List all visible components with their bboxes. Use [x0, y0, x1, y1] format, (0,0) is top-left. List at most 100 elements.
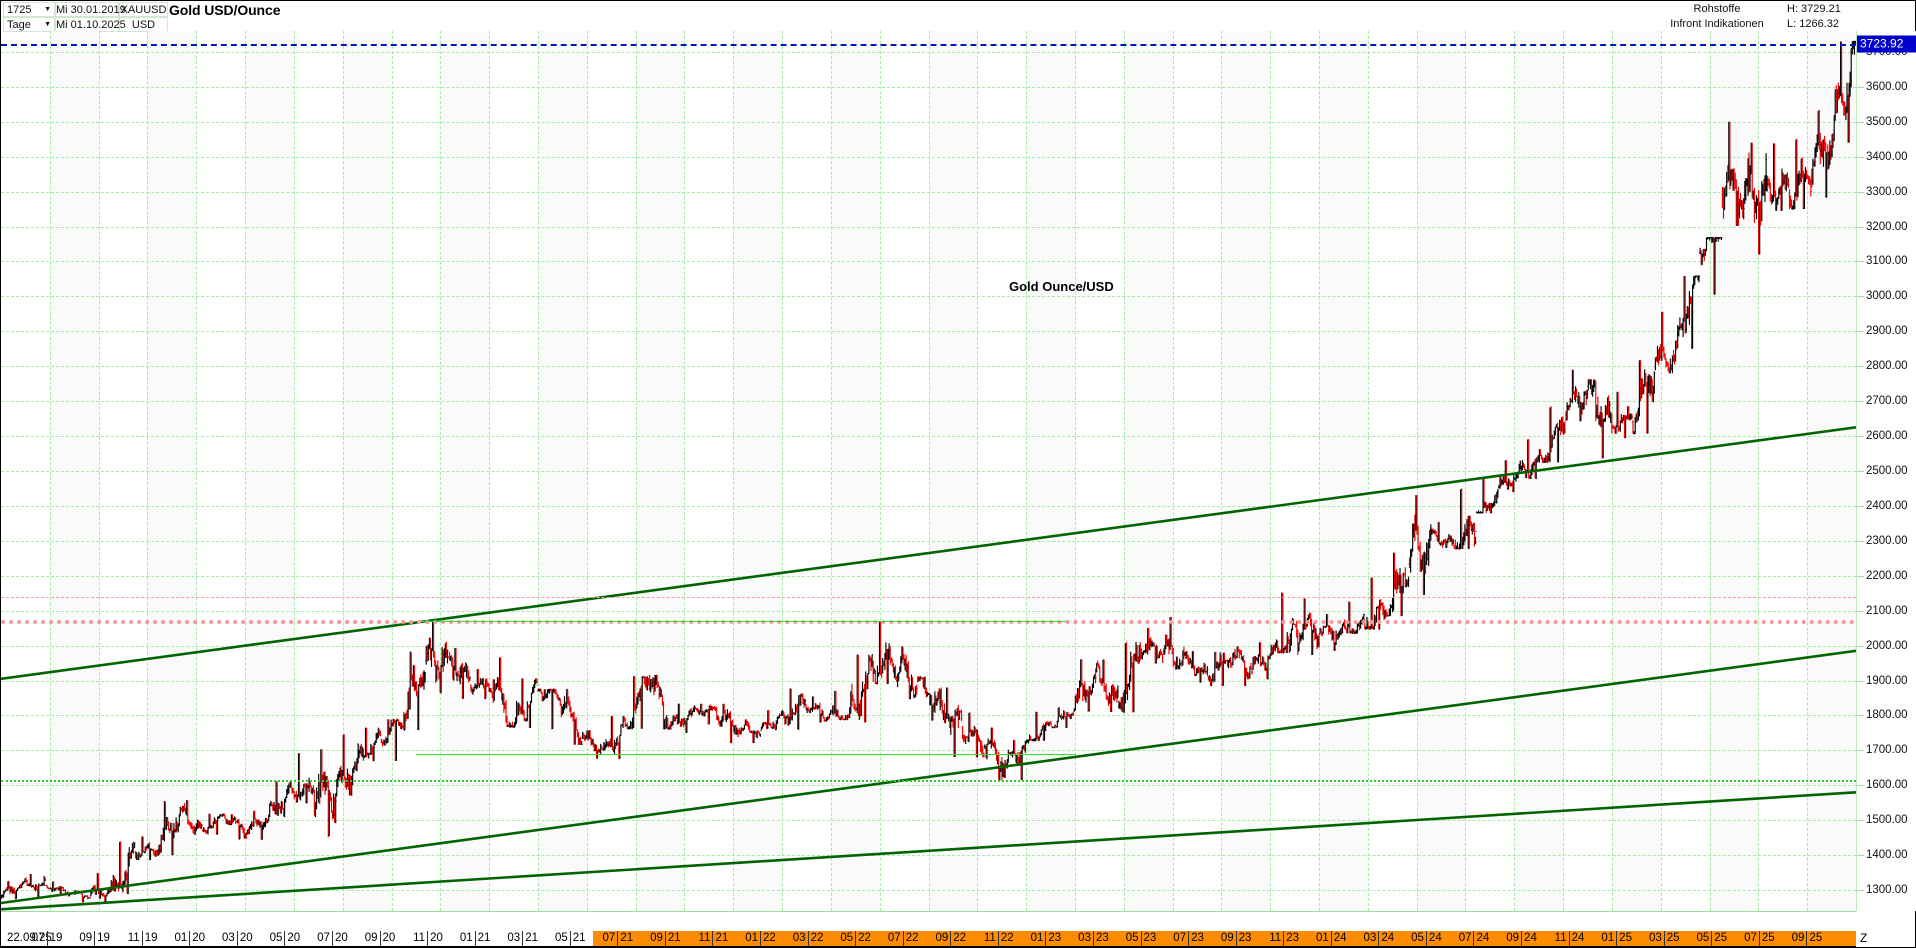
price-axis-label: 1700.00 [1866, 744, 1908, 757]
grid-line-vertical [1660, 31, 1662, 911]
time-axis-year: 20 [334, 932, 348, 944]
provider-label: Infront Indikationen [1670, 18, 1764, 30]
time-axis-month: 09 [1220, 932, 1234, 944]
time-axis-year: 25 [1619, 932, 1632, 944]
price-chart-plot[interactable]: Gold Ounce/USD [1, 31, 1856, 911]
time-axis-month: 07 [887, 932, 901, 944]
price-axis-tick [1857, 750, 1864, 752]
time-axis-month: 07 [1744, 932, 1757, 944]
time-axis[interactable]: 22.09.25 07 19 09 19 11 19 01 20 03 20 05 20 07 20 09 20… [1, 911, 1867, 948]
instrument-title: Gold USD/Ounce [169, 2, 281, 18]
time-axis-separator [855, 931, 857, 946]
chart-header: 1725 ▼ Tage ▼ Mi 30.01.2019 Mi 01.10.202… [1, 1, 1915, 32]
time-axis-separator [522, 931, 524, 946]
timezone-label: Z [1860, 931, 1868, 945]
price-axis-tick [1857, 296, 1864, 298]
time-axis-year: 20 [430, 932, 443, 944]
bars-count-selector[interactable]: 1725 ▼ [3, 2, 55, 17]
time-axis-year: 22 [763, 932, 776, 944]
selected-range-highlight [593, 931, 1856, 946]
price-axis-label: 3400.00 [1866, 150, 1908, 163]
price-axis-tick [1857, 855, 1864, 857]
date-from-field[interactable]: Mi 30.01.2019 [55, 2, 126, 17]
bars-count-value: 1725 [7, 3, 32, 16]
price-axis-label: 2900.00 [1866, 325, 1908, 338]
axis-top-rule [1, 911, 1856, 912]
last-price-line [1, 43, 1856, 46]
price-axis-label: 1600.00 [1866, 779, 1908, 792]
interval-selector[interactable]: Tage ▼ [3, 17, 55, 32]
time-axis-year: 25 [1666, 932, 1680, 944]
time-axis-year: 21 [477, 932, 491, 944]
time-axis-label: 22.09.25 [7, 932, 52, 944]
time-axis-year: 21 [667, 932, 681, 944]
date-to-field[interactable]: Mi 01.10.2025 [55, 17, 126, 32]
time-axis-month: 11 [413, 932, 426, 944]
time-axis-month: 03 [1648, 932, 1662, 944]
time-axis-separator [331, 931, 333, 946]
symbol-field[interactable]: XAUUSD [119, 2, 168, 17]
grid-line-vertical [635, 31, 637, 911]
time-axis-month: 09 [364, 932, 378, 944]
time-axis-month: 09 [650, 932, 663, 944]
grid-line-vertical [977, 31, 979, 911]
time-axis-month: 11 [1269, 932, 1282, 944]
time-axis-year: 25 [1761, 932, 1775, 944]
time-axis-year: 20 [239, 932, 253, 944]
price-axis-label: 1800.00 [1866, 709, 1908, 722]
time-axis-year: 22 [858, 932, 871, 944]
time-axis-month: 07 [317, 932, 330, 944]
time-axis-month: 05 [1696, 932, 1710, 944]
price-axis-tick [1857, 226, 1864, 228]
axis-baseline [1, 946, 1856, 948]
price-axis-label: 3300.00 [1866, 185, 1908, 198]
grid-line-vertical [830, 31, 832, 911]
grid-line-vertical [196, 31, 198, 911]
grid-line-vertical [1416, 31, 1418, 911]
price-axis-label: 1500.00 [1866, 814, 1908, 827]
price-axis-tick [1857, 785, 1864, 787]
price-axis[interactable]: 1300.00 1400.00 1500.00 1600.00 1700.00 1800.… [1856, 31, 1916, 911]
time-axis-separator [664, 931, 666, 946]
time-axis-month: 03 [222, 932, 235, 944]
time-axis-separator [427, 931, 429, 946]
time-axis-separator [1425, 931, 1427, 946]
price-axis-tick [1857, 156, 1864, 158]
price-axis-tick [1857, 680, 1864, 682]
time-axis-separator [1521, 931, 1523, 946]
price-axis-tick [1857, 261, 1864, 263]
series-overlay [1, 31, 1856, 911]
time-axis-separator [760, 931, 762, 946]
time-axis-separator [1616, 931, 1618, 946]
grid-line-vertical [1172, 31, 1174, 911]
time-axis-separator [1378, 931, 1380, 946]
grid-line-vertical [928, 31, 930, 911]
grid-line-vertical [293, 31, 295, 911]
price-axis-label: 2300.00 [1866, 534, 1908, 547]
price-axis-tick [1857, 401, 1864, 403]
price-axis-label: 2400.00 [1866, 499, 1908, 512]
price-axis-tick [1857, 505, 1864, 507]
grid-line-vertical [1026, 31, 1028, 911]
chevron-down-icon: ▼ [44, 21, 51, 28]
time-axis-month: 03 [1078, 932, 1091, 944]
time-axis-separator [141, 931, 143, 946]
time-axis-year: 22 [1000, 932, 1014, 944]
price-axis-tick [1857, 51, 1864, 53]
time-axis-month: 07 [1173, 932, 1187, 944]
time-axis-year: 24 [1524, 932, 1537, 944]
time-axis-month: 03 [1363, 932, 1377, 944]
time-axis-separator [1283, 931, 1285, 946]
price-axis-tick [1857, 331, 1864, 333]
time-axis-year: 24 [1571, 932, 1585, 944]
period-low-label: L: 1266.32 [1787, 18, 1839, 30]
grid-line-vertical [782, 31, 784, 911]
time-axis-separator [1330, 931, 1332, 946]
price-axis-label: 3100.00 [1866, 255, 1908, 268]
price-axis-label: 2000.00 [1866, 639, 1908, 652]
price-axis-label: 2700.00 [1866, 395, 1908, 408]
grid-line-vertical [440, 31, 442, 911]
time-axis-year: 22 [810, 932, 824, 944]
time-axis-year: 21 [525, 932, 538, 944]
time-axis-year: 25 [1714, 932, 1728, 944]
